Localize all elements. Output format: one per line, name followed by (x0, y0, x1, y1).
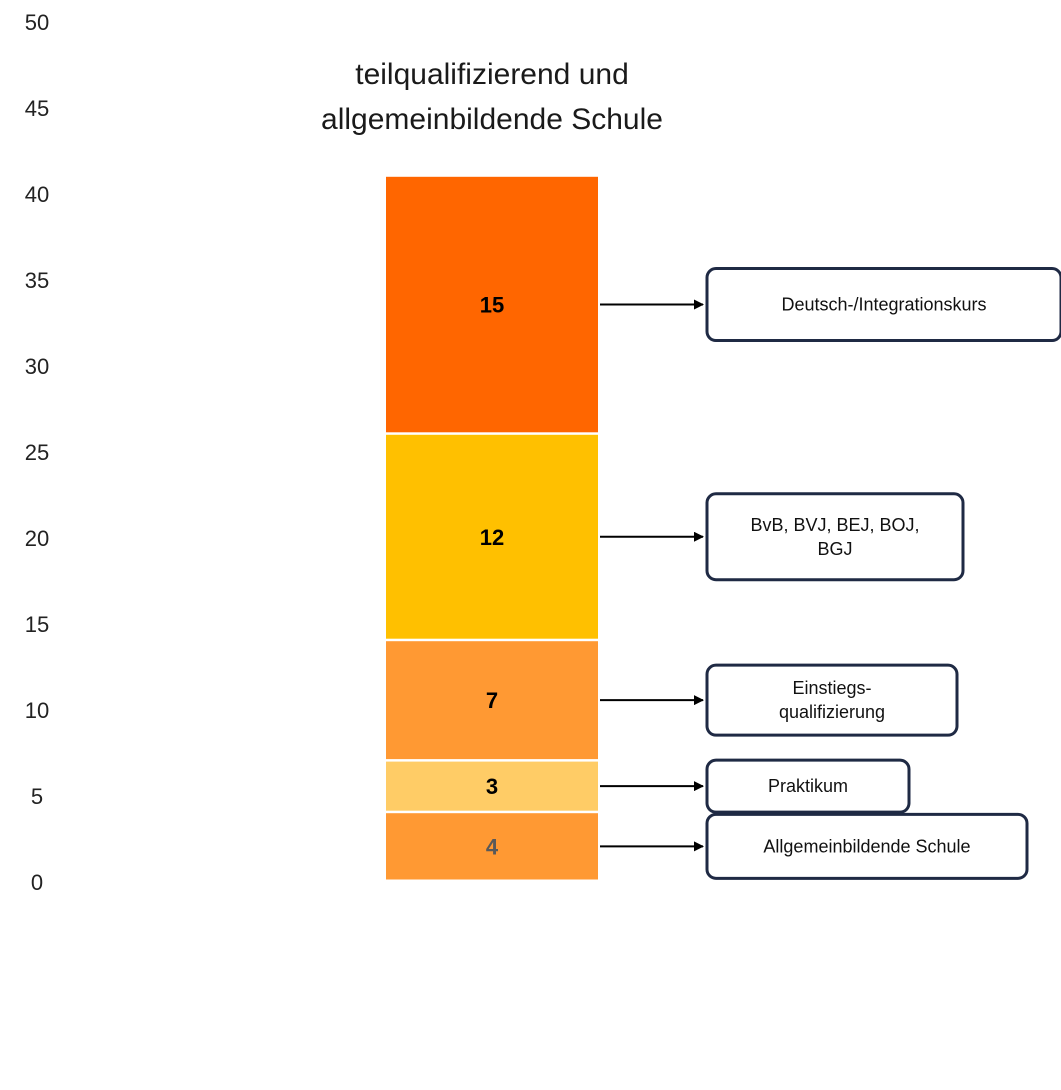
bar-segment (386, 761, 598, 811)
y-tick-label: 40 (25, 182, 49, 207)
callout-label: Praktikum (768, 776, 848, 796)
bar-value-label: 4 (486, 834, 499, 859)
callout-label: Allgemeinbildende Schule (763, 836, 970, 856)
callout-label: BvB, BVJ, BEJ, BOJ, (750, 515, 919, 535)
callout-label: qualifizierung (779, 702, 885, 722)
chart-title-line: teilqualifizierend und (355, 58, 629, 91)
bar-stack: 4 3 7 12 15 (386, 176, 598, 880)
y-tick-label: 10 (25, 698, 49, 723)
callout-box (705, 663, 959, 737)
y-tick-label: 20 (25, 526, 49, 551)
callout-box (705, 492, 965, 582)
bar-value-label: 15 (480, 293, 504, 318)
y-tick-label: 50 (25, 10, 49, 35)
callout-label: Einstiegs- (792, 678, 871, 698)
callout-box (705, 267, 1061, 343)
bar-segment (386, 813, 598, 880)
y-tick-label: 25 (25, 440, 49, 465)
callout-label: Deutsch-/Integrationskurs (781, 295, 986, 315)
y-tick-label: 0 (31, 870, 43, 895)
bar-segment (386, 176, 598, 433)
chart-title: teilqualifizierend und allgemeinbildende … (321, 58, 663, 136)
y-tick-label: 5 (31, 784, 43, 809)
callout-box (705, 758, 911, 814)
bar-value-label: 3 (486, 774, 498, 799)
bar-segment (386, 434, 598, 639)
chart-title-line: allgemeinbildende Schule (321, 103, 663, 136)
bar-value-label: 12 (480, 525, 504, 550)
y-tick-label: 35 (25, 268, 49, 293)
callout-label: BGJ (817, 539, 852, 559)
callout-box (705, 812, 1029, 880)
y-tick-label: 30 (25, 354, 49, 379)
y-axis: 0 5 10 15 20 25 30 35 40 45 50 (25, 10, 49, 895)
bar-segment (386, 641, 598, 760)
callouts: Allgemeinbildende Schule Praktikum Einstie… (600, 267, 1061, 880)
y-tick-label: 45 (25, 96, 49, 121)
bar-value-label: 7 (486, 688, 498, 713)
y-tick-label: 15 (25, 612, 49, 637)
